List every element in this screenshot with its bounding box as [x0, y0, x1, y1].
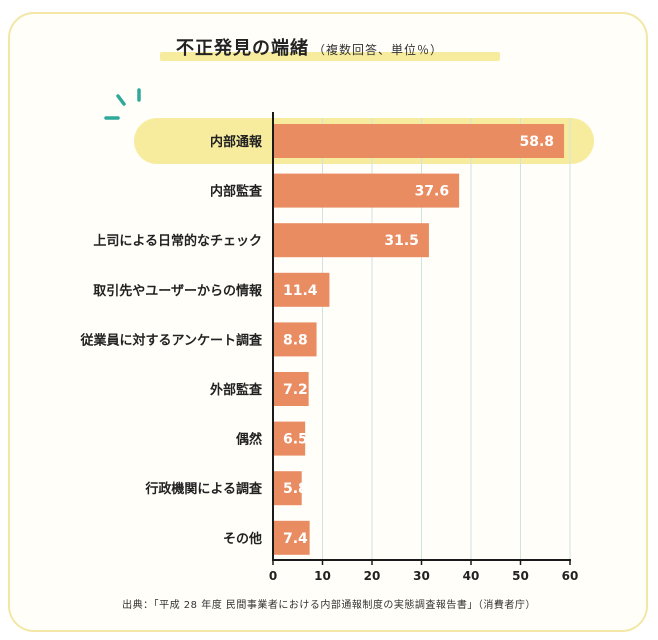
- bar: [273, 421, 306, 456]
- tick-label: 30: [413, 569, 430, 583]
- category-label: 行政機関による調査: [144, 481, 263, 497]
- tick-label: 0: [269, 569, 277, 583]
- data-label: 6.5: [283, 432, 308, 448]
- chart-subtitle: （複数回答、単位％）: [313, 43, 444, 57]
- bar: [273, 223, 429, 258]
- data-label: 7.2: [283, 382, 308, 398]
- data-label: 37.6: [415, 184, 450, 200]
- category-label: 従業員に対するアンケート調査: [80, 332, 263, 348]
- tick-label: 10: [314, 569, 331, 583]
- data-label: 31.5: [384, 233, 419, 249]
- category-label: 偶然: [236, 432, 262, 448]
- bar: [273, 173, 460, 208]
- category-label: 内部通報: [210, 134, 263, 150]
- source-note: 出典：「平成 28 年度 民間事業者における内部通報制度の実態調査報告書」（消費…: [122, 600, 536, 611]
- bar: [273, 124, 565, 158]
- chart-title: 不正発見の端緒: [176, 38, 309, 59]
- data-label: 7.4: [283, 531, 308, 547]
- data-label: 5.8: [283, 481, 308, 497]
- data-label: 58.8: [520, 134, 555, 150]
- bar: [273, 471, 302, 506]
- bar: [273, 272, 330, 307]
- chart-title-block: 不正発見の端緒 （複数回答、単位％）: [160, 30, 500, 66]
- category-label: 外部監査: [209, 382, 263, 398]
- category-label: 上司による日常的なチェック: [93, 233, 262, 249]
- category-label: その他: [223, 531, 262, 547]
- sparkle-stroke: [116, 94, 126, 106]
- tick-label: 60: [562, 569, 579, 583]
- tick-label: 40: [463, 569, 480, 583]
- tick-label: 20: [364, 569, 381, 583]
- title-highlight: [160, 52, 500, 61]
- bar: [273, 322, 317, 357]
- category-label: 取引先やユーザーからの情報: [93, 283, 263, 299]
- category-label: 内部監査: [210, 184, 263, 200]
- chart-card: [8, 12, 648, 632]
- sparkle-icon: [104, 88, 141, 120]
- data-label: 11.4: [283, 283, 318, 299]
- data-label: 8.8: [283, 332, 308, 348]
- tick-label: 50: [512, 569, 529, 583]
- bar: [273, 372, 309, 406]
- bar: [273, 520, 310, 555]
